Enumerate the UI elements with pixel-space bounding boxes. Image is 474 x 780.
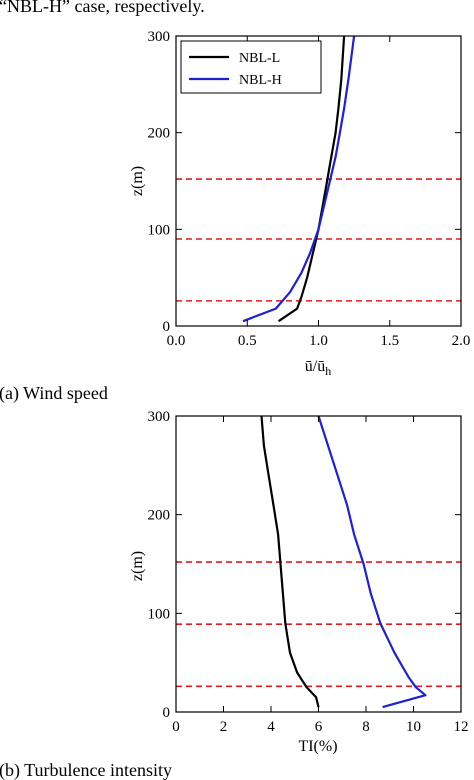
x-tick-label: 4 (267, 719, 275, 735)
x-axis-label: TI(%) (298, 738, 337, 755)
y-tick-label: 200 (148, 508, 171, 524)
y-tick-label: 100 (148, 222, 171, 238)
x-tick-label: 1.0 (309, 333, 328, 349)
chart-turbulence-intensity: z(m) TI(%) 0 2 4 6 8 10 12 0 100 200 300 (129, 409, 469, 755)
series-line-nbl-l (277, 35, 346, 323)
y-tick-label: 200 (148, 126, 171, 142)
y-tick-label: 300 (148, 29, 171, 45)
x-tick-label: 10 (406, 719, 421, 735)
x-tick-label: 2 (220, 719, 228, 735)
legend-box (180, 40, 322, 94)
y-axis-label: z(m) (129, 166, 146, 196)
y-tick-label: 0 (163, 319, 171, 335)
series-line-nbl-h (242, 35, 356, 323)
x-axis-label: ū/ūh (305, 358, 331, 378)
y-tick-label: 300 (148, 409, 171, 425)
series-line-nbl-h (317, 415, 427, 709)
legend-label-nbl-l: NBL-L (239, 51, 280, 66)
x-tick-label: 12 (454, 719, 469, 735)
plot-frame (175, 415, 462, 713)
x-tick-label: 0 (172, 719, 180, 735)
caption-wind-speed: (a) Wind speed (0, 383, 108, 403)
x-tick-label: 0.5 (238, 333, 257, 349)
caption-turbulence-intensity: (b) Turbulence intensity (0, 760, 172, 780)
x-tick-label: 2.0 (452, 333, 471, 349)
y-tick-label: 100 (148, 606, 171, 622)
legend-label-nbl-h: NBL-H (239, 73, 282, 88)
series-line-nbl-l (260, 415, 320, 708)
header-text: “NBL-H” case, respectively. (0, 0, 205, 16)
x-tick-label: 1.5 (380, 333, 399, 349)
x-tick-label: 6 (315, 719, 323, 735)
y-tick-label: 0 (163, 705, 171, 721)
y-axis-label: z(m) (129, 551, 146, 581)
x-tick-label: 8 (362, 719, 370, 735)
chart-wind-speed: z(m) ū/ūh 0.0 0.5 1.0 1.5 2.0 0 100 200 300 NBL-L… (129, 29, 471, 378)
x-tick-label: 0.0 (167, 333, 186, 349)
